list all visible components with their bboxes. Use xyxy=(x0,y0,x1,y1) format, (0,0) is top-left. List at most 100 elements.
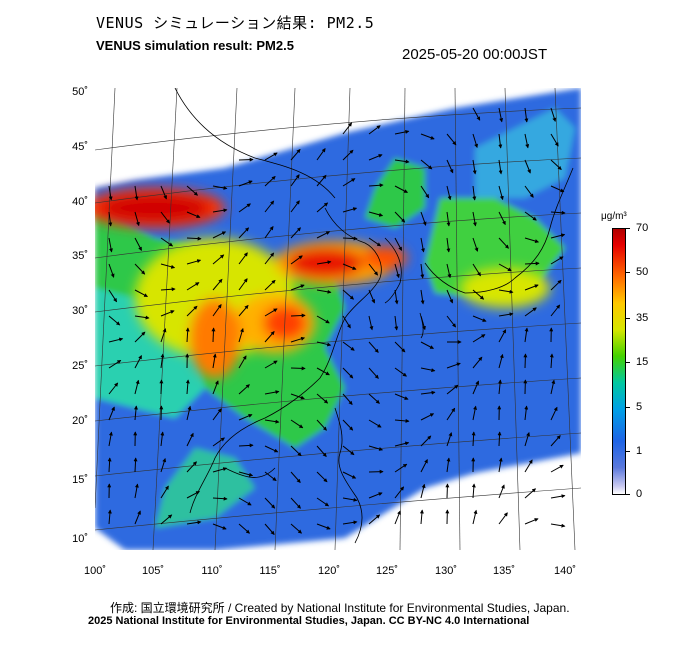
wind-arrow xyxy=(160,328,167,343)
wind-arrow xyxy=(316,231,331,239)
wind-arrow xyxy=(108,289,118,303)
wind-arrow xyxy=(524,133,530,149)
colorbar-tick xyxy=(626,318,630,319)
wind-arrow xyxy=(264,330,275,343)
wind-arrow xyxy=(212,254,225,265)
lon-label-110: 110˚ xyxy=(201,565,223,577)
forecast-timestamp: 2025-05-20 00:00JST xyxy=(402,46,548,63)
wind-arrow xyxy=(472,211,477,227)
wind-arrow xyxy=(446,362,461,369)
wind-arrow xyxy=(368,154,383,161)
wind-arrow xyxy=(133,457,138,473)
colorbar-label-50: 50 xyxy=(636,266,649,278)
wind-arrow xyxy=(290,148,301,161)
wind-arrow xyxy=(342,263,357,270)
wind-arrow xyxy=(316,419,327,431)
wind-arrow xyxy=(524,431,530,447)
wind-arrow xyxy=(186,461,197,473)
wind-arrow xyxy=(134,315,150,320)
wind-arrow xyxy=(264,471,277,482)
wind-arrow xyxy=(212,208,228,213)
wind-arrow xyxy=(472,289,485,300)
wind-arrow xyxy=(186,490,200,499)
lat-label-10: 10˚ xyxy=(72,533,88,545)
wind-arrow xyxy=(264,497,276,509)
wind-arrow xyxy=(498,185,504,201)
wind-arrow xyxy=(368,289,376,304)
lon-label-100: 100˚ xyxy=(83,565,107,577)
wind-arrow xyxy=(472,237,479,252)
wind-arrow xyxy=(524,459,533,473)
wind-arrow xyxy=(160,211,170,224)
wind-arrow xyxy=(316,393,329,404)
wind-arrow xyxy=(394,463,408,473)
wind-arrow xyxy=(498,237,509,249)
wind-arrow xyxy=(342,178,356,187)
wind-arrow xyxy=(420,459,428,473)
wind-arrow xyxy=(472,380,480,395)
wind-arrow xyxy=(316,341,332,347)
wind-arrow xyxy=(107,509,112,525)
wind-arrow xyxy=(524,405,529,421)
wind-arrow xyxy=(498,211,506,226)
wind-arrow xyxy=(134,289,148,298)
wind-arrow xyxy=(186,305,198,317)
wind-arrow xyxy=(446,457,451,473)
wind-arrow xyxy=(108,237,113,253)
wind-arrow xyxy=(368,183,384,188)
wind-arrow xyxy=(316,523,331,530)
wind-arrow xyxy=(524,159,531,174)
wind-arrow xyxy=(394,315,399,331)
wind-arrow xyxy=(524,261,540,266)
wind-arrow xyxy=(264,175,276,187)
wind-arrow xyxy=(394,129,410,135)
wind-arrow xyxy=(134,483,139,499)
wind-arrow xyxy=(238,355,247,369)
wind-arrow xyxy=(290,366,306,371)
wind-arrow xyxy=(238,327,244,343)
wind-arrow xyxy=(524,107,529,123)
wind-arrow xyxy=(498,329,507,343)
wind-arrow xyxy=(290,523,303,534)
wind-arrow xyxy=(420,211,427,226)
wind-arrow xyxy=(264,360,278,369)
colorbar-tick xyxy=(626,451,630,452)
colorbar-unit: μg/m³ xyxy=(601,211,627,222)
wind-arrow xyxy=(108,431,113,447)
wind-arrow xyxy=(446,211,451,227)
wind-arrow xyxy=(394,418,410,423)
colorbar-label-0: 0 xyxy=(636,488,643,500)
colorbar-label-5: 5 xyxy=(636,401,643,413)
copyright-line: 2025 National Institute for Environmenta… xyxy=(88,615,530,627)
wind-arrow xyxy=(290,200,300,213)
wind-arrow xyxy=(394,367,407,377)
wind-arrow xyxy=(342,289,355,300)
colorbar-tick xyxy=(626,272,630,273)
colorbar-label-70: 70 xyxy=(636,222,649,234)
lat-label-25: 25˚ xyxy=(72,360,88,372)
wind-vectors xyxy=(107,107,566,536)
wind-arrow xyxy=(420,483,426,499)
wind-arrow xyxy=(212,437,225,447)
wind-arrow xyxy=(524,237,540,243)
wind-arrow xyxy=(550,233,566,239)
lon-label-120: 120˚ xyxy=(317,565,341,577)
wind-arrow xyxy=(368,445,384,451)
wind-arrow xyxy=(420,390,436,395)
wind-arrow xyxy=(185,379,190,395)
wind-arrow xyxy=(134,185,139,201)
wind-arrow xyxy=(212,380,219,395)
wind-arrow xyxy=(524,518,539,525)
wind-arrow xyxy=(264,152,278,161)
wind-arrow xyxy=(420,263,425,279)
wind-arrow xyxy=(316,315,330,324)
wind-arrow xyxy=(524,211,537,221)
wind-arrow xyxy=(160,514,173,525)
wind-arrow xyxy=(420,133,435,140)
pm25-map xyxy=(95,88,581,550)
wind-arrow xyxy=(290,497,301,509)
wind-arrow xyxy=(523,353,528,369)
wind-arrow xyxy=(160,237,174,247)
wind-arrow xyxy=(290,393,305,400)
wind-arrow xyxy=(238,180,253,187)
